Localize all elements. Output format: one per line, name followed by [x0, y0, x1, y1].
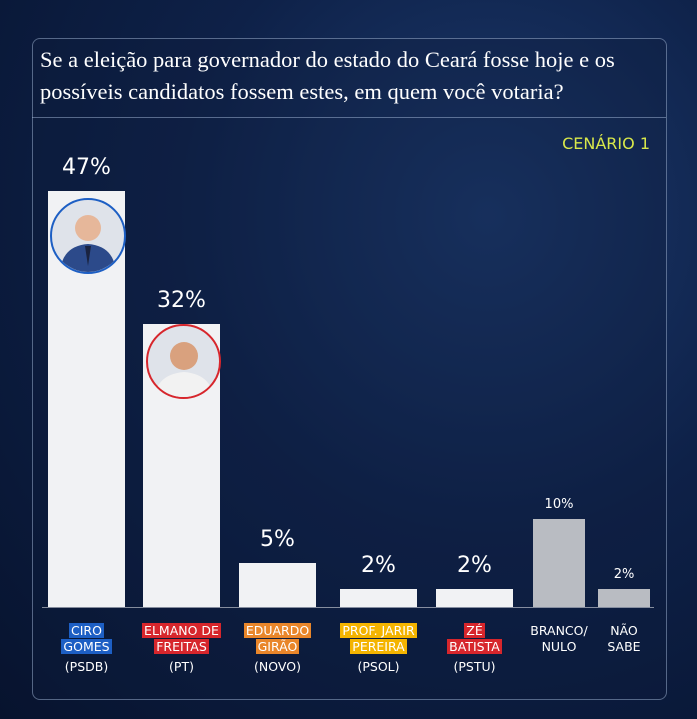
party-label: (PSDB): [64, 659, 109, 674]
x-tick-label: EDUARDO GIRÃO: [243, 623, 312, 654]
x-tick-label: CIRO GOMES: [61, 623, 112, 654]
x-tick-label: ELMANO DE FREITAS: [142, 623, 221, 654]
x-tick-label: ZÉ BATISTA: [447, 623, 502, 654]
party-label: (PT): [169, 659, 194, 674]
x-tick-label-box: BRANCO/ NULO: [521, 623, 597, 655]
value-label: 5%: [260, 526, 295, 552]
chart-title: Se a eleição para governador do estado d…: [40, 47, 615, 104]
scenario-label: CENÁRIO 1: [562, 134, 650, 153]
candidate-photo: [146, 324, 221, 399]
x-tick-label-box: PROF. JARIR PEREIRA: [328, 623, 429, 655]
bar: [598, 589, 650, 607]
separator: [32, 117, 666, 118]
value-label: 2%: [457, 553, 492, 579]
value-label: 47%: [62, 155, 111, 181]
photo-silhouette: [60, 215, 116, 272]
x-tick-label-box: CIRO GOMES: [36, 623, 137, 655]
value-label: 10%: [544, 496, 574, 512]
x-tick-label: BRANCO/ NULO: [530, 623, 588, 654]
party-label: (NOVO): [254, 659, 301, 674]
photo-silhouette: [154, 342, 214, 397]
bar: [239, 562, 316, 607]
party-label: (PSTU): [453, 659, 496, 674]
value-label: 32%: [157, 287, 206, 313]
bar: [340, 589, 417, 607]
bar: [533, 518, 585, 607]
value-label: 2%: [613, 567, 635, 583]
candidate-photo: [50, 198, 126, 274]
x-tick-label-box: NÃO SABE: [586, 623, 662, 655]
x-tick-label-box: ZÉ BATISTA: [424, 623, 525, 655]
x-tick-label: NÃO SABE: [607, 623, 641, 654]
x-tick-label: PROF. JARIR PEREIRA: [340, 623, 417, 654]
x-tick-label-box: ELMANO DE FREITAS: [131, 623, 232, 655]
bar: [436, 589, 513, 607]
value-label: 2%: [361, 553, 396, 579]
party-label: (PSOL): [357, 659, 400, 674]
baseline: [42, 607, 654, 608]
x-tick-label-box: EDUARDO GIRÃO: [227, 623, 328, 655]
